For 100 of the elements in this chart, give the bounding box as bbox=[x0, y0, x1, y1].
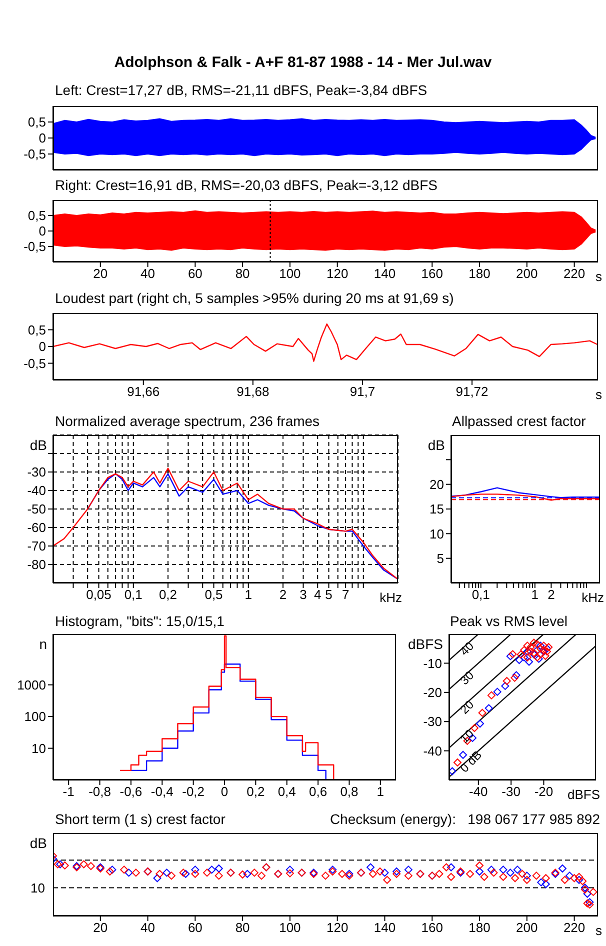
point bbox=[478, 708, 486, 717]
point bbox=[243, 870, 252, 878]
y-tick-label: -40 bbox=[423, 743, 442, 758]
x-tick-label: 140 bbox=[374, 920, 396, 936]
point bbox=[525, 658, 534, 666]
x-tick-label: 0 bbox=[220, 784, 228, 800]
y-axis-title: n bbox=[39, 636, 47, 652]
x-tick-label: 40 bbox=[140, 266, 156, 282]
x-tick-label: 3 bbox=[300, 587, 307, 602]
chart-title: Peak vs RMS level bbox=[450, 613, 568, 629]
y-axis-title: dBFS bbox=[408, 636, 443, 652]
point bbox=[487, 691, 496, 700]
x-axis-title: kHz bbox=[582, 590, 604, 605]
x-tick-label: 20 bbox=[93, 920, 108, 936]
y-tick-label: -70 bbox=[27, 538, 46, 554]
point bbox=[476, 867, 484, 876]
point bbox=[526, 648, 535, 656]
chart-title: Right: Crest=16,91 dB, RMS=-20,03 dBFS, Peak=-3,12 dBFS bbox=[55, 177, 438, 193]
y-tick-label: 20 bbox=[430, 476, 444, 492]
y-tick-label: 100 bbox=[24, 709, 46, 724]
point bbox=[510, 674, 519, 682]
point bbox=[182, 870, 190, 878]
point bbox=[447, 863, 456, 872]
x-tick-label: 91,68 bbox=[236, 384, 270, 400]
y-tick-label: -0,5 bbox=[24, 239, 46, 254]
point bbox=[540, 642, 548, 650]
y-axis-title: dB bbox=[30, 835, 47, 851]
y-tick-label: 0,5 bbox=[28, 322, 46, 338]
x-tick-label: 1 bbox=[244, 587, 252, 602]
x-tick-label: 200 bbox=[516, 920, 538, 936]
x-tick-label: 120 bbox=[326, 920, 348, 936]
y-tick-label: -30 bbox=[423, 714, 442, 730]
point bbox=[520, 646, 528, 654]
x-tick-label: 120 bbox=[326, 266, 348, 282]
y-axis-title: dB bbox=[30, 437, 47, 453]
point bbox=[501, 682, 510, 690]
point bbox=[208, 866, 216, 874]
point bbox=[487, 866, 496, 874]
point bbox=[499, 866, 508, 874]
y-tick-label: -40 bbox=[27, 483, 46, 498]
x-tick-label: 4 bbox=[314, 587, 322, 602]
x-tick-label: 100 bbox=[279, 920, 301, 936]
chart-title: Adolphson & Falk - A+F 81-87 1988 - 14 - Mer Jul.wav bbox=[113, 54, 493, 71]
text: Checksum (energy): 198 067 177 985 892 bbox=[330, 811, 600, 827]
point bbox=[286, 866, 294, 874]
chart-title: Loudest part (right ch, 5 samples >95% during 20 ms at 91,69 s) bbox=[55, 290, 454, 306]
point bbox=[515, 656, 524, 664]
x-tick-label: 0,8 bbox=[340, 784, 358, 800]
x-tick-label: 0,5 bbox=[204, 587, 223, 602]
point bbox=[449, 767, 456, 776]
x-tick-label: 0,1 bbox=[124, 587, 142, 602]
line-series bbox=[53, 323, 598, 362]
y-tick-label: -30 bbox=[27, 464, 46, 480]
x-tick-label: 2 bbox=[548, 587, 555, 602]
y-tick-label: -50 bbox=[27, 502, 46, 517]
x-tick-label: 0,1 bbox=[472, 587, 490, 602]
x-tick-label: 200 bbox=[516, 266, 538, 282]
x-tick-label: 91,7 bbox=[350, 384, 376, 400]
x-tick-label: 160 bbox=[421, 920, 443, 936]
point bbox=[566, 872, 574, 880]
x-tick-label: 100 bbox=[279, 266, 301, 282]
x-tick-label: 80 bbox=[235, 266, 250, 282]
y-axis-title: dB bbox=[428, 437, 445, 453]
point bbox=[162, 868, 171, 877]
x-tick-label: -0,6 bbox=[120, 784, 142, 800]
x-tick-label: 91,66 bbox=[127, 384, 160, 400]
point bbox=[366, 863, 375, 872]
x-tick-label: -30 bbox=[502, 784, 520, 800]
x-tick-label: 220 bbox=[563, 920, 586, 936]
y-tick-label: 0,5 bbox=[28, 114, 46, 130]
y-tick-label: -10 bbox=[423, 656, 442, 671]
y-tick-label: -0,5 bbox=[24, 146, 46, 162]
point bbox=[502, 677, 511, 686]
x-tick-label: 5 bbox=[325, 587, 332, 602]
point bbox=[516, 650, 525, 658]
point bbox=[380, 868, 389, 877]
point bbox=[506, 868, 514, 877]
x-tick-label: 0,05 bbox=[86, 587, 112, 602]
y-tick-label: 10 bbox=[430, 526, 444, 542]
x-tick-label: -20 bbox=[534, 784, 554, 800]
point bbox=[542, 880, 550, 888]
chart-subtitle: Left: Crest=17,27 dB, RMS=-21,11 dBFS, Peak=-3,84 dBFS bbox=[55, 82, 428, 98]
point bbox=[523, 642, 532, 650]
x-tick-label: 60 bbox=[188, 920, 202, 936]
y-tick-label: -20 bbox=[423, 685, 442, 700]
x-tick-label: 80 bbox=[235, 920, 250, 936]
point bbox=[523, 648, 532, 656]
x-tick-label: -40 bbox=[469, 784, 488, 800]
point bbox=[392, 867, 401, 876]
y-tick-label: -60 bbox=[27, 520, 46, 536]
point bbox=[536, 642, 544, 650]
y-tick-label: 15 bbox=[430, 502, 444, 517]
point bbox=[537, 878, 546, 886]
y-tick-label: 0,5 bbox=[28, 208, 46, 224]
x-axis-title: s bbox=[596, 387, 602, 402]
point bbox=[191, 866, 200, 874]
x-tick-label: 40 bbox=[140, 920, 156, 936]
point bbox=[575, 876, 584, 884]
x-axis-title: dBFS bbox=[567, 787, 600, 802]
point bbox=[526, 643, 535, 652]
